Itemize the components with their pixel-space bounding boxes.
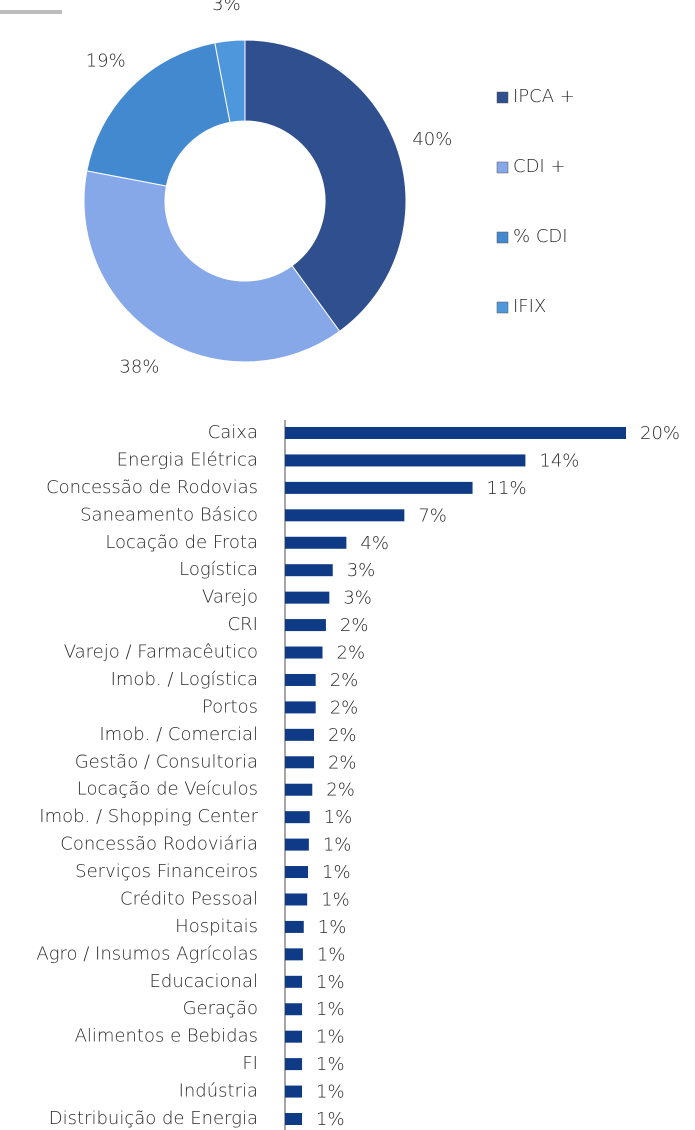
- bar: [285, 866, 309, 879]
- category-label: Imob. / Shopping Center: [39, 806, 258, 827]
- legend-label: CDI +: [513, 156, 566, 177]
- category-label: Indústria: [179, 1081, 258, 1102]
- data-label: 3%: [347, 560, 376, 581]
- data-label: 11%: [487, 478, 527, 499]
- category-label: Gestão / Consultoria: [75, 751, 258, 772]
- bar: [285, 893, 308, 906]
- category-label: Educacional: [150, 971, 258, 992]
- category-label: Crédito Pessoal: [120, 888, 258, 909]
- bar: [285, 783, 313, 796]
- bar: [285, 838, 309, 851]
- bar: [285, 1030, 303, 1043]
- data-label: 2%: [328, 725, 357, 746]
- bar: [285, 728, 314, 741]
- data-label: 1%: [318, 917, 347, 938]
- bar: [285, 564, 333, 577]
- category-label: CRI: [228, 614, 258, 635]
- bar: [285, 427, 626, 439]
- data-label: 20%: [640, 423, 680, 444]
- bar: [285, 701, 316, 714]
- legend-label: IPCA +: [513, 86, 575, 107]
- bar: [285, 509, 405, 522]
- data-label: 40%: [412, 129, 452, 150]
- legend-swatch: [496, 231, 509, 244]
- bar: [285, 1113, 303, 1125]
- donut-slice: [86, 42, 231, 187]
- category-label: Geração: [183, 998, 258, 1019]
- donut-slice: [214, 39, 246, 124]
- category-label: Energia Elétrica: [117, 449, 258, 470]
- category-label: Locação de Frota: [105, 532, 258, 553]
- bar: [285, 948, 303, 961]
- data-label: 2%: [330, 697, 359, 718]
- donut-slice: [83, 170, 341, 363]
- legend-swatch: [496, 91, 509, 104]
- data-label: 1%: [322, 862, 351, 883]
- bar: [285, 673, 316, 686]
- category-label: Hospitais: [175, 916, 258, 937]
- decor-line: [0, 10, 62, 14]
- data-label: 1%: [316, 999, 345, 1020]
- bar: [285, 619, 326, 632]
- data-label: 2%: [326, 780, 355, 801]
- data-label: 1%: [316, 972, 345, 993]
- category-label: Varejo: [202, 587, 258, 608]
- category-label: Imob. / Logística: [111, 669, 258, 690]
- legend-label: % CDI: [513, 226, 568, 247]
- data-label: 2%: [340, 615, 369, 636]
- category-label: Imob. / Comercial: [99, 724, 258, 745]
- data-label: 1%: [316, 1109, 345, 1130]
- category-label: Distribuição de Energia: [49, 1108, 258, 1129]
- bar: [285, 975, 303, 988]
- category-label: Agro / Insumos Agrícolas: [36, 943, 258, 964]
- data-label: 4%: [360, 533, 389, 554]
- data-label: 3%: [212, 0, 241, 15]
- category-label: Logística: [179, 559, 258, 580]
- donut-slice: [244, 39, 407, 332]
- bar: [285, 454, 526, 467]
- category-label: Locação de Veículos: [77, 779, 258, 800]
- category-label: Serviços Financeiros: [75, 861, 258, 882]
- data-label: 3%: [343, 588, 372, 609]
- data-label: 1%: [321, 889, 350, 910]
- data-label: 1%: [324, 807, 353, 828]
- category-label: Saneamento Básico: [80, 504, 258, 525]
- data-label: 1%: [317, 944, 346, 965]
- bar: [285, 646, 323, 659]
- category-label: Varejo / Farmacêutico: [64, 642, 258, 663]
- category-label: FI: [242, 1053, 258, 1074]
- data-label: 19%: [86, 51, 126, 72]
- bar: [285, 1003, 303, 1016]
- legend-swatch: [496, 301, 509, 314]
- bar: [285, 811, 310, 824]
- bar: [285, 920, 304, 933]
- data-label: 38%: [119, 356, 159, 377]
- bar: [285, 536, 347, 549]
- data-label: 1%: [316, 1054, 345, 1075]
- category-label: Concessão de Rodovias: [46, 477, 258, 498]
- data-label: 14%: [539, 450, 579, 471]
- data-label: 2%: [337, 643, 366, 664]
- bar: [285, 481, 473, 494]
- legend-swatch: [496, 161, 509, 174]
- data-label: 2%: [330, 670, 359, 691]
- category-label: Portos: [202, 696, 258, 717]
- category-label: Concessão Rodoviária: [60, 834, 258, 855]
- data-label: 1%: [323, 835, 352, 856]
- bar: [285, 591, 330, 604]
- category-label: Caixa: [208, 422, 258, 443]
- bar: [285, 1085, 303, 1098]
- data-label: 1%: [316, 1027, 345, 1048]
- bar: [285, 756, 314, 769]
- data-label: 2%: [328, 752, 357, 773]
- data-label: 1%: [316, 1082, 345, 1103]
- data-label: 7%: [418, 505, 447, 526]
- category-label: Alimentos e Bebidas: [75, 1026, 258, 1047]
- legend-label: IFIX: [513, 296, 546, 317]
- bar: [285, 1058, 303, 1071]
